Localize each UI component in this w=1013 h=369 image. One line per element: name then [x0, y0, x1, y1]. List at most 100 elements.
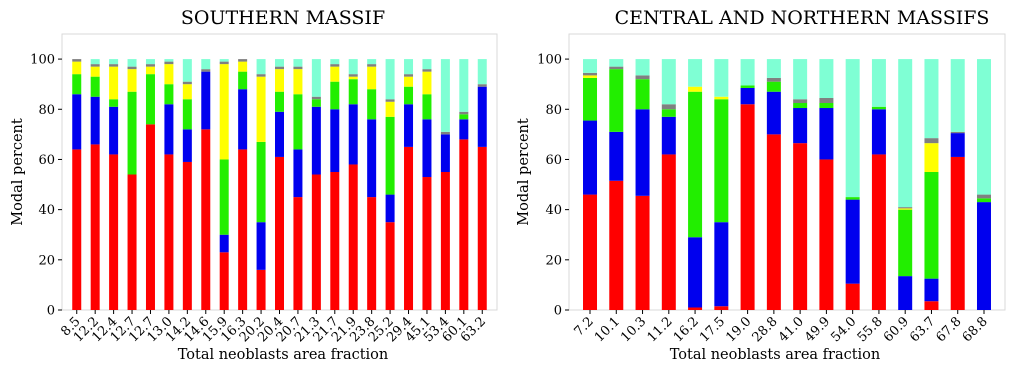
bar-segment-green	[90, 76, 100, 97]
bar-segment-red	[90, 144, 100, 310]
bar-segment-blue	[182, 129, 192, 162]
bar-segment-blue	[661, 116, 676, 155]
bar-segment-blue	[311, 106, 321, 175]
x-tick-label: 55.8	[855, 314, 886, 345]
bar-segment-aquamarine	[793, 59, 808, 100]
bar-segment-red	[871, 154, 886, 310]
bar-segment-blue	[164, 104, 174, 155]
bar-segment-blue	[635, 109, 650, 196]
x-tick-label: 11.2	[645, 314, 676, 345]
bar-segment-green	[688, 91, 703, 238]
bar-segment-green	[766, 81, 781, 92]
x-tick-label: 54.0	[828, 314, 859, 345]
bar-segment-blue	[385, 194, 395, 223]
y-tick-label: 80	[545, 103, 562, 118]
bar-segment-aquamarine	[898, 59, 913, 208]
bar-segment-gray	[219, 61, 229, 65]
bar-segment-red	[459, 139, 469, 310]
bar-segment-aquamarine	[635, 59, 650, 76]
bar-segment-green	[367, 89, 377, 120]
bar-segment-red	[477, 146, 487, 310]
bar-segment-aquamarine	[201, 59, 211, 70]
bar-segment-aquamarine	[924, 59, 939, 139]
bar-segment-red	[72, 149, 82, 310]
bar-segment-gray	[90, 64, 100, 67]
bar-segment-yellow	[127, 69, 137, 92]
bar-segment-red	[109, 154, 119, 310]
bar-segment-aquamarine	[293, 59, 303, 67]
bar-segment-green	[385, 116, 395, 195]
chart-title: SOUTHERN MASSIF	[181, 7, 385, 29]
x-axis-label: Total neoblasts area fraction	[178, 347, 389, 363]
bar-segment-blue	[238, 89, 248, 150]
bar-segment-green	[976, 198, 991, 203]
bar-segment-red	[385, 222, 395, 310]
bar-segment-aquamarine	[109, 59, 119, 65]
bar-segment-red	[330, 172, 340, 310]
bar-segment-yellow	[367, 66, 377, 90]
bar-segment-green	[311, 99, 321, 107]
bar-segment-yellow	[182, 84, 192, 100]
bar-segment-blue	[976, 202, 991, 310]
plot-frame	[568, 33, 1006, 311]
bar-segment-gray	[72, 59, 82, 62]
bar-segment-yellow	[256, 76, 266, 142]
bar-segment-blue	[330, 109, 340, 172]
bar-segment-green	[127, 91, 137, 175]
x-tick-label: 16.2	[671, 314, 702, 345]
bar-segment-yellow	[90, 66, 100, 77]
bar-segment-red	[688, 307, 703, 310]
bar-segment-green	[898, 209, 913, 277]
bar-segment-yellow	[330, 66, 340, 82]
bar-segment-yellow	[293, 69, 303, 95]
bar-segment-gray	[583, 72, 598, 76]
bar-segment-green	[238, 71, 248, 90]
y-tick-label: 100	[30, 53, 55, 68]
bar-segment-green	[182, 99, 192, 130]
bar-segment-blue	[898, 276, 913, 310]
chart-panel-1: SOUTHERN MASSIF Modal percent Total neobla…	[10, 7, 498, 363]
bar-segment-green	[109, 99, 119, 107]
bar-segment-green	[293, 94, 303, 150]
bar-segment-red	[367, 197, 377, 310]
bar-segment-red	[740, 104, 755, 310]
bar-segment-green	[219, 159, 229, 235]
bar-segment-red	[609, 180, 624, 310]
bar-segment-gray	[127, 66, 137, 70]
x-tick-label: 67.8	[933, 314, 964, 345]
y-tick-label: 40	[545, 203, 562, 218]
bar-segment-red	[793, 143, 808, 310]
bar-segment-gray	[256, 74, 266, 77]
bar-segment-yellow	[164, 64, 174, 85]
bar-segment-gray	[164, 61, 174, 65]
bar-segment-red	[661, 154, 676, 310]
bar-segment-yellow	[688, 86, 703, 92]
bar-segment-green	[404, 86, 414, 105]
chart-panel-2: CENTRAL AND NORTHERN MASSIFS Modal percen…	[516, 7, 1006, 363]
bar-segment-blue	[688, 237, 703, 308]
bar-segment-yellow	[898, 208, 913, 210]
bar-segment-red	[293, 197, 303, 310]
bar-segment-red	[219, 252, 229, 310]
bar-segment-aquamarine	[845, 59, 860, 198]
bar-segment-green	[583, 77, 598, 121]
bar-segment-aquamarine	[182, 59, 192, 82]
bar-segment-blue	[109, 106, 119, 155]
bar-segment-blue	[871, 109, 886, 155]
bar-segment-green	[145, 74, 155, 125]
bar-segment-red	[275, 156, 284, 310]
bar-segment-gray	[422, 69, 432, 72]
bar-segment-red	[164, 154, 174, 310]
bar-segment-gray	[275, 66, 284, 70]
bar-segment-red	[819, 159, 834, 310]
x-axis-label: Total neoblasts area fraction	[670, 347, 881, 363]
bar-segment-blue	[740, 87, 755, 105]
bar-segment-gray	[459, 111, 469, 115]
y-tick-label: 20	[38, 253, 55, 268]
bar-segment-yellow	[924, 143, 939, 172]
chart-title: CENTRAL AND NORTHERN MASSIFS	[615, 7, 990, 29]
bar-segment-gray	[924, 138, 939, 144]
bar-segment-gray	[238, 59, 248, 62]
bar-segment-aquamarine	[459, 59, 469, 112]
bar-segment-gray	[609, 66, 624, 70]
